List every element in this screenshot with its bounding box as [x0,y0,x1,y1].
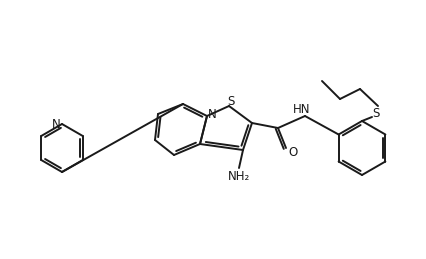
Text: O: O [288,146,297,159]
Text: S: S [371,106,379,119]
Text: N: N [207,107,216,120]
Text: S: S [227,95,234,107]
Text: NH₂: NH₂ [227,169,250,183]
Text: N: N [52,118,60,131]
Text: HN: HN [293,103,310,116]
